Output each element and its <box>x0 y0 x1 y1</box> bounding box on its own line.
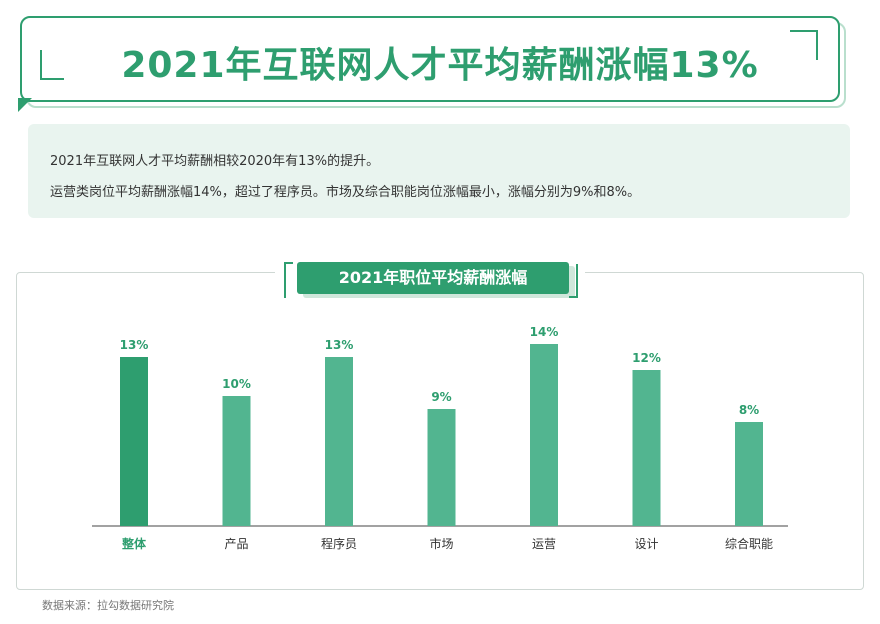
x-tick-label: 整体 <box>121 536 147 551</box>
x-tick-label: 程序员 <box>321 536 357 551</box>
page-title: 2021年互联网人才平均薪酬涨幅13% <box>121 45 759 86</box>
data-label: 8% <box>739 403 759 417</box>
header-corner-decoration <box>790 30 818 60</box>
data-label: 10% <box>222 377 251 391</box>
x-tick-label: 产品 <box>224 537 248 551</box>
bar <box>427 409 456 526</box>
chart-title-bracket <box>284 262 293 298</box>
chart-title: 2021年职位平均薪酬涨幅 <box>297 262 569 294</box>
data-source: 数据来源：拉勾数据研究院 <box>42 599 174 612</box>
bar <box>735 422 763 526</box>
bar <box>120 357 148 526</box>
data-label: 14% <box>530 325 559 339</box>
x-tick-label: 运营 <box>532 537 556 551</box>
summary-line-2: 运营类岗位平均薪酬涨幅14%，超过了程序员。市场及综合职能岗位涨幅最小，涨幅分别… <box>50 185 641 200</box>
header-frame <box>20 16 840 102</box>
data-label: 13% <box>325 338 354 352</box>
chart-title-bracket <box>569 264 578 298</box>
bar <box>530 344 558 526</box>
x-tick-label: 综合职能 <box>725 536 773 551</box>
x-tick-label: 设计 <box>634 537 658 551</box>
header-tail <box>18 98 32 112</box>
bar <box>632 370 661 526</box>
data-label: 12% <box>632 351 661 365</box>
bar <box>325 357 353 526</box>
summary-line-1: 2021年互联网人才平均薪酬相较2020年有13%的提升。 <box>50 154 380 169</box>
header-corner-decoration <box>40 50 64 80</box>
bar <box>222 396 251 526</box>
x-tick-label: 市场 <box>429 536 453 551</box>
summary-panel: 2021年互联网人才平均薪酬相较2020年有13%的提升。 运营类岗位平均薪酬涨… <box>28 124 850 218</box>
data-label: 13% <box>120 338 149 352</box>
data-label: 9% <box>431 390 451 404</box>
